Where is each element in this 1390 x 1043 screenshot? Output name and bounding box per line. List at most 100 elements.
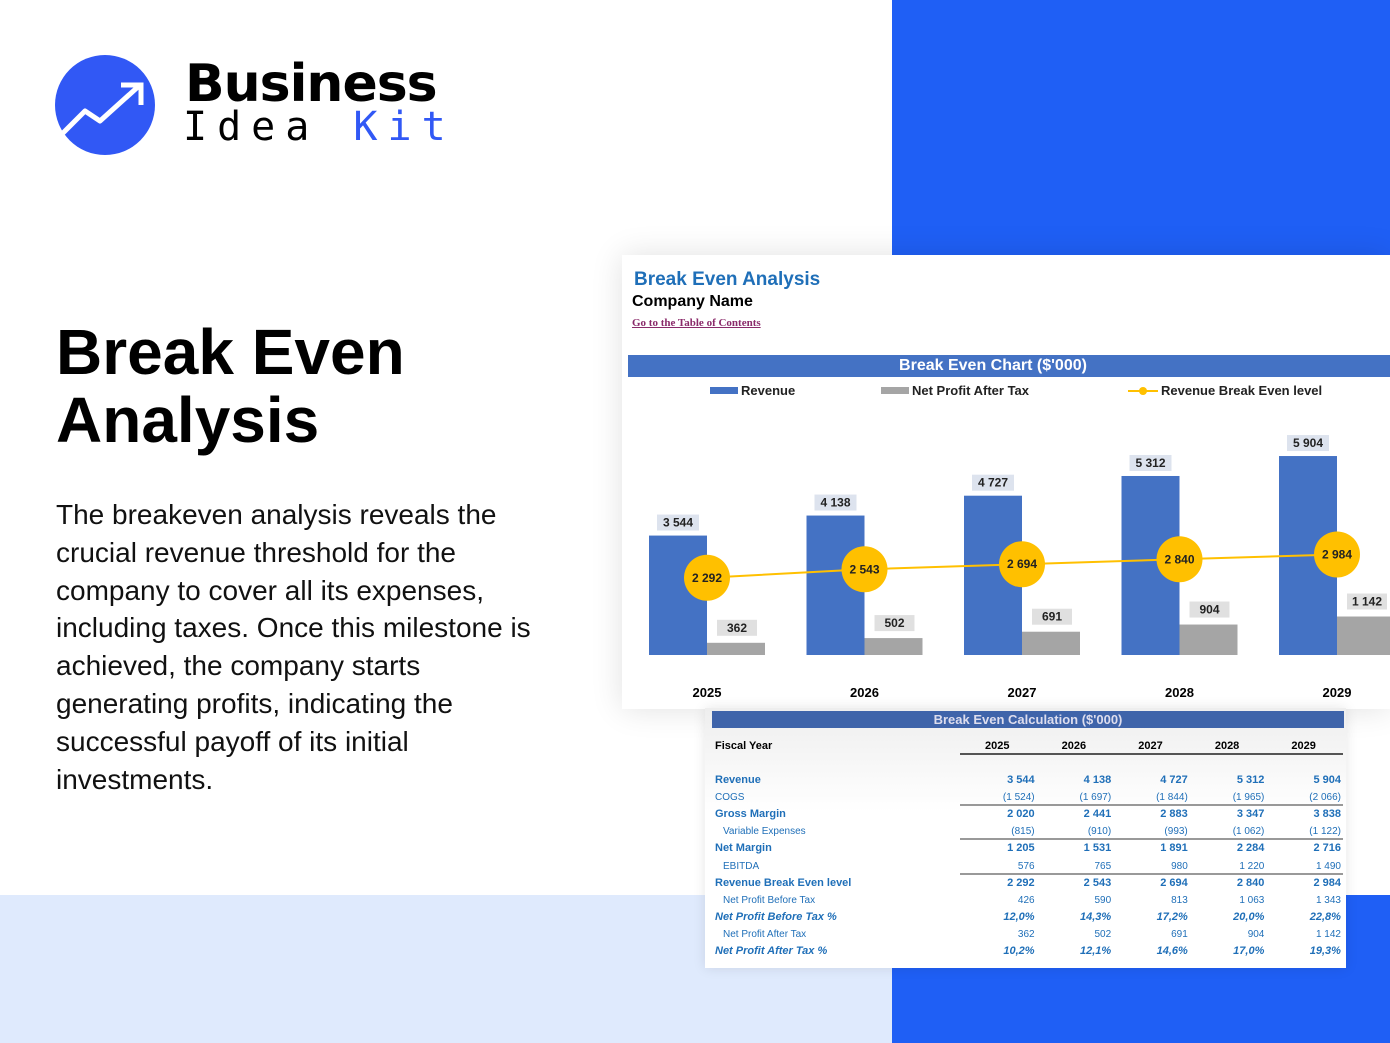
cell-value: (1 062) [1189,823,1267,841]
table-title: Break Even Calculation ($'000) [712,711,1344,728]
year-header: 2026 [1036,738,1114,755]
net-profit-label-box [717,619,757,636]
cell-value: (1 844) [1113,789,1190,807]
cell-value: 3 838 [1313,808,1341,821]
net-profit-data-label: 904 [1199,603,1219,617]
table-header-row: Fiscal Year 2025 2026 2027 2028 2029 [715,738,1343,755]
revenue-data-label: 5 904 [1293,436,1323,450]
cell-value: 980 [1113,858,1190,875]
table-row: EBITDA 576 765 980 1 220 1 490 [715,858,1343,875]
revenue-data-label: 3 544 [663,516,693,530]
cell-value: 1 531 [1083,842,1112,855]
legend-break-even: Revenue Break Even level [1128,383,1322,398]
chart-panel: Break Even Analysis Company Name Go to t… [622,255,1390,709]
x-tick-label: 2028 [1165,685,1194,700]
table-row: Revenue 3 544 4 138 4 727 5 312 5 904 [715,772,1343,789]
cell-value: 1 063 [1239,894,1265,906]
revenue-label-box [1129,454,1172,471]
legend-label: Revenue [741,383,796,398]
legend-label: Net Profit After Tax [912,383,1030,398]
cell-value: 5 904 [1313,774,1341,786]
break-even-data-label: 2 984 [1322,547,1352,561]
net-profit-data-label: 502 [884,616,904,630]
net-profit-data-label: 362 [727,621,747,635]
cell-value: 3 347 [1236,808,1265,821]
net-profit-bar [1179,624,1238,655]
cell-value: 2 441 [1083,808,1112,821]
break-even-point [841,546,888,593]
toc-link[interactable]: Go to the Table of Contents [632,317,761,329]
revenue-label-box [1287,435,1329,452]
break-even-chart: 3 544 362 2025 4 138 502 2026 4 727 691 2027 5 31… [649,435,1390,700]
legend-line-marker-icon [1128,386,1158,395]
table-row: Gross Margin 2 020 2 441 2 883 3 347 3 838 [715,806,1343,823]
x-tick-label: 2026 [850,685,879,700]
legend-swatch [881,387,909,394]
cell-value: 22,8% [1309,910,1341,923]
net-profit-bar [1337,616,1390,655]
cell-value: (1 697) [1036,789,1114,807]
legend-revenue: Revenue [710,383,795,398]
row-label: COGS [715,792,745,804]
cell-value: (1 524) [960,789,1037,807]
background-blue-block [892,0,1390,255]
logo-text-idea-kit: Idea Kit [183,104,456,150]
logo-idea: Idea [183,104,320,150]
row-label: Gross Margin [715,808,786,821]
legend-swatch [710,387,738,394]
table-row: Net Profit After Tax 362 502 691 904 1 142 [715,926,1343,943]
break-even-data-label: 2 694 [1007,557,1037,571]
cell-value: 1 490 [1266,858,1343,875]
cell-value: 17,2% [1156,910,1188,923]
cell-value: 5 312 [1236,774,1265,786]
row-label: Net Margin [715,842,772,855]
table-row: Net Profit After Tax % 10,2% 12,1% 14,6% 17,… [715,943,1343,960]
cell-value: 362 [1017,928,1035,940]
cell-value: 12,0% [1003,910,1035,923]
cell-value: 904 [1247,928,1265,940]
cell-value: 502 [1094,928,1112,940]
title-line-1: Break Even [56,316,405,388]
cell-value: 19,3% [1309,945,1341,957]
logo-kit: Kit [353,104,456,150]
cell-value: (815) [960,823,1037,841]
table-row: Variable Expenses (815) (910) (993) (1 062)(… [715,823,1343,841]
revenue-label-box [972,474,1014,491]
row-label: EBITDA [723,860,760,872]
cell-value: 14,6% [1156,945,1188,957]
cell-value: 2 716 [1313,842,1341,855]
cell-value: 2 840 [1236,876,1265,889]
cell-value: 4 727 [1160,774,1188,786]
x-tick-label: 2029 [1323,685,1352,700]
break-even-table: Break Even Calculation ($'000) Fiscal Ye… [705,708,1346,968]
row-label: Revenue [715,774,761,786]
cell-value: 1 220 [1189,858,1267,875]
cell-value: 2 694 [1160,876,1188,889]
cell-value: (993) [1113,823,1190,841]
table-row: Net Profit Before Tax 426 590 813 1 063 1 343 [715,892,1343,909]
cell-value: 2 543 [1083,876,1112,889]
revenue-label-box [657,514,699,531]
legend-label: Revenue Break Even level [1161,383,1323,398]
net-profit-bar [1022,631,1080,655]
row-label: Net Profit After Tax [723,928,807,940]
row-label: Net Profit Before Tax [723,894,816,906]
net-profit-label-box [1347,593,1387,610]
cell-value: 17,0% [1233,945,1265,957]
cell-value: 2 883 [1160,808,1188,821]
net-profit-label-box [874,615,915,632]
legend-net-profit: Net Profit After Tax [881,383,1029,398]
page-title: Break Even Analysis [56,318,405,454]
break-even-point [684,554,730,601]
logo-text-business: Business [185,54,438,114]
row-label: Revenue Break Even level [715,876,852,889]
cell-value: 576 [960,858,1037,875]
net-profit-bar [707,642,765,655]
cell-value: (1 965) [1189,789,1267,807]
row-label: Variable Expenses [723,826,806,838]
year-header: 2028 [1189,738,1267,755]
table-row: Net Profit Before Tax % 12,0% 14,3% 17,2% 20… [715,909,1343,926]
logo-trend-arrow-icon [55,55,155,155]
cell-value: 2 984 [1313,876,1341,889]
break-even-data-label: 2 292 [692,571,722,585]
